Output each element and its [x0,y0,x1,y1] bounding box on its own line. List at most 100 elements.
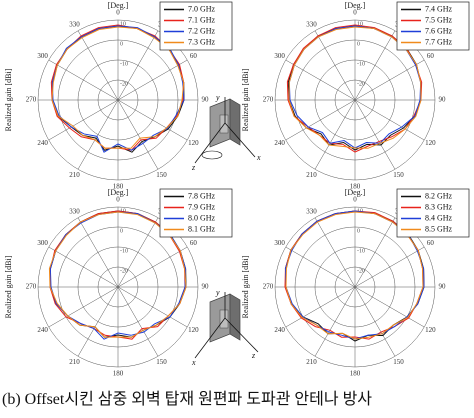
grid-spoke [354,286,396,357]
theta-tick-label: 300 [274,239,285,247]
theta-tick-label: 60 [190,52,198,60]
grid-spoke [354,59,425,101]
r-axis-label: Realized gain [dBi] [4,255,13,318]
polar-chart: -20-100100306090120150180210240270300330… [241,1,470,191]
legend-label: 7.0 GHz [188,4,216,13]
r-tick-label: 0 [357,228,360,234]
grid-spoke [285,59,356,101]
series-line [285,211,424,340]
theta-tick-label: 150 [393,358,404,366]
theta-tick-label: 210 [69,358,80,366]
grid-spoke [117,99,188,141]
theta-tick-label: 330 [306,20,317,28]
r-tick-label: 10 [357,21,363,27]
polar-chart: -20-100100306090120150180210240270300330… [241,188,470,378]
axis-letter: y [215,288,220,297]
theta-tick-label: 180 [113,370,124,378]
legend-label: 8.5 GHz [425,224,453,233]
antenna-icon: y x z [191,93,261,172]
theta-tick-label: 270 [263,283,274,291]
series-line [288,26,422,149]
r-tick-label: 10 [120,21,126,27]
theta-tick-label: 120 [188,139,199,147]
theta-tick-label: 150 [156,171,167,179]
theta-tick-label: 270 [26,283,37,291]
theta-tick-label: 180 [113,183,124,191]
polar-chart: -20-100100306090120150180210240270300330… [4,188,233,378]
grid-spoke [354,246,425,288]
legend-label: 7.8 GHz [188,191,216,200]
grid-spoke [117,59,188,101]
grid-spoke [77,217,119,288]
grid-spoke [314,30,356,101]
grid-spoke [285,286,356,328]
axis-letter: x [256,153,261,162]
grid-spoke [117,246,188,288]
theta-tick-label: 330 [69,207,80,215]
theta-tick-label: 90 [202,283,210,291]
theta-tick-label: 90 [202,96,210,104]
legend-label: 8.2 GHz [425,191,453,200]
legend-label: 7.1 GHz [188,15,216,24]
theta-tick-label: 240 [37,326,48,334]
r-axis-label: Realized gain [dBi] [241,68,250,131]
theta-tick-label: 0 [353,9,357,17]
grid-spoke [48,59,119,101]
theta-tick-label: 0 [116,9,120,17]
grid-spoke [285,99,356,141]
grid-spoke [117,30,159,101]
r-axis-label: Realized gain [dBi] [4,68,13,131]
grid-spoke [48,286,119,328]
theta-tick-label: 150 [393,171,404,179]
r-tick-label: 0 [120,41,123,47]
grid-spoke [354,99,425,141]
theta-tick-label: 120 [425,326,436,334]
theta-tick-label: 60 [190,239,198,247]
legend-label: 7.9 GHz [188,202,216,211]
grid-spoke [314,286,356,357]
r-tick-label: -10 [120,248,128,254]
theta-tick-label: 300 [274,52,285,60]
theta-tick-label: 180 [350,370,361,378]
theta-tick-label: 180 [350,183,361,191]
grid-spoke [117,99,159,170]
grid-spoke [354,99,396,170]
legend-label: 7.3 GHz [188,37,216,46]
grid-spoke [354,30,396,101]
r-tick-label: -20 [357,81,365,87]
theta-tick-label: 330 [69,20,80,28]
grid-spoke [117,217,159,288]
theta-tick-label: 240 [37,139,48,147]
legend-label: 7.6 GHz [425,26,453,35]
r-tick-label: 0 [357,41,360,47]
legend-label: 7.2 GHz [188,26,216,35]
legend-label: 8.3 GHz [425,202,453,211]
grid-spoke [48,246,119,288]
grid-spoke [77,286,119,357]
grid-spoke [314,99,356,170]
theta-tick-label: 90 [439,96,447,104]
theta-tick-label: 60 [427,239,435,247]
series-line [48,211,187,338]
theta-tick-label: 300 [37,239,48,247]
theta-tick-label: 0 [353,196,357,204]
theta-tick-label: 330 [306,207,317,215]
grid-spoke [285,246,356,288]
theta-axis-label: [Deg.] [108,188,129,197]
axis-letter: y [215,93,220,102]
grid-spoke [354,217,396,288]
legend-label: 8.0 GHz [188,213,216,222]
r-tick-label: -20 [120,81,128,87]
theta-axis-label: [Deg.] [345,188,366,197]
legend-label: 7.7 GHz [425,37,453,46]
axis-letter: x [191,358,196,367]
r-tick-label: -10 [357,248,365,254]
theta-tick-label: 240 [274,326,285,334]
r-tick-label: -10 [357,61,365,67]
polar-chart: -20-100100306090120150180210240270300330… [4,1,233,191]
r-tick-label: -20 [120,268,128,274]
theta-axis-label: [Deg.] [345,1,366,10]
theta-tick-label: 90 [439,283,447,291]
